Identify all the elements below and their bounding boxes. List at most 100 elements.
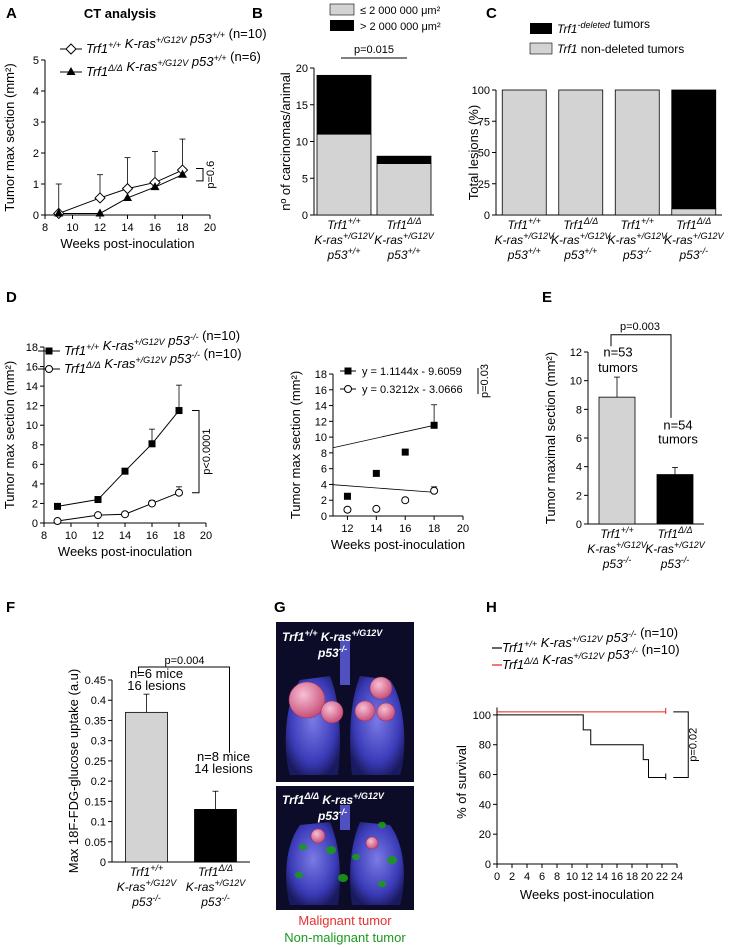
data-point [94, 192, 106, 204]
label-part: Trf1 [386, 218, 406, 232]
category-label: K-ras+/G12V [551, 231, 611, 247]
y-tick-label: 2 [33, 148, 39, 160]
label-part: p53 [167, 333, 190, 348]
series-line [58, 169, 183, 214]
label-part: K-ras [103, 338, 135, 353]
y-tick-label: 10 [570, 376, 582, 388]
label-part: K-ras [587, 542, 616, 556]
x-tick-label: 10 [66, 222, 78, 234]
label-part: K-ras [374, 233, 403, 247]
x-tick-label: 4 [524, 871, 530, 883]
x-tick-label: 8 [41, 530, 47, 542]
label-superscript: +/+ [641, 216, 654, 226]
category-label: p53-/- [678, 246, 708, 262]
y-tick-label: 2 [576, 490, 582, 502]
y-tick-label: 0 [302, 210, 308, 222]
label-part: K-ras [541, 635, 573, 650]
category-label: Trf1+/+ [130, 863, 163, 879]
significance-bracket [673, 711, 689, 779]
x-axis-label: Weeks post-inoculation [58, 544, 192, 559]
y-tick-label: 0.2 [91, 776, 106, 788]
data-point [121, 182, 134, 195]
category-label: p53-/- [131, 893, 161, 909]
y-tick-label: 16 [26, 362, 38, 374]
label-part: Trf1 [557, 22, 577, 36]
bar-segment [558, 89, 604, 216]
label-part: Trf1 [198, 865, 218, 879]
label-superscript: +/+ [584, 246, 597, 256]
y-axis-label: nº of carcinomas/animal [278, 72, 293, 211]
label-part: p53 [200, 895, 221, 909]
y-tick-label: 6 [321, 464, 327, 476]
label-part: K-ras [645, 542, 674, 556]
series-line [57, 492, 180, 522]
legend-nonmalignant: Non-malignant tumor [284, 930, 406, 945]
bar-segment [671, 208, 717, 216]
nonmalignant-nodule [352, 853, 360, 861]
label-part: p53 [507, 248, 528, 262]
label-part: p53 [386, 248, 407, 262]
data-point [148, 499, 156, 508]
label-part: Trf1 [621, 218, 641, 232]
y-tick-label: 0.3 [91, 736, 106, 748]
label-part: Trf1 [676, 218, 696, 232]
data-point [45, 347, 53, 355]
label-part: K-ras [314, 233, 343, 247]
y-tick-label: 14 [26, 381, 38, 393]
data-point [94, 511, 102, 520]
y-tick-label: 0 [33, 210, 39, 222]
malignant-nodule [288, 681, 326, 719]
y-tick-label: 18 [26, 342, 38, 354]
label-superscript: -/- [700, 246, 709, 256]
category-label: K-ras+/G12V [664, 231, 724, 247]
regression-line [332, 424, 438, 449]
y-tick-label: 4 [576, 462, 582, 474]
label-part: p53 [607, 647, 630, 662]
panel-label-f: F [6, 599, 15, 616]
label-superscript: -/- [681, 555, 690, 565]
y-tick-label: 4 [32, 479, 38, 491]
y-axis-label: Tumor maximal section (mm²) [543, 352, 558, 524]
label-part: Trf1 [327, 218, 347, 232]
y-tick-label: 100 [473, 710, 491, 722]
x-tick-label: 16 [399, 523, 411, 535]
p-value: p=0.015 [354, 44, 394, 56]
data-point [343, 492, 351, 500]
label-part: K-ras [542, 652, 574, 667]
category-label: Trf1+/+ [508, 216, 541, 232]
legend-label: Trf1Δ/Δ K-ras+/G12V p53-/- (n=10) [502, 642, 680, 672]
significance-bracket [192, 410, 200, 494]
label-part: p53 [605, 630, 628, 645]
category-label: p53+/+ [507, 246, 541, 262]
y-tick-label: 12 [26, 401, 38, 413]
nonmalignant-nodule [326, 846, 336, 854]
label-part: K-ras [126, 59, 158, 74]
label-superscript: Δ/Δ [677, 525, 693, 535]
label-superscript: Δ/Δ [583, 216, 599, 226]
nonmalignant-nodule [299, 843, 307, 851]
x-tick-label: 14 [119, 530, 131, 542]
label-part: p53 [191, 54, 214, 69]
bar-segment [501, 89, 547, 216]
x-tick-label: 18 [428, 523, 440, 535]
data-point [430, 421, 438, 429]
panel-d-right-chart: 0 2 4 6 8 10 12 14 16 18 12 14 16 18 20 Tumor max secti… [288, 364, 491, 552]
y-tick-label: 20 [296, 63, 308, 75]
data-point [343, 505, 352, 514]
x-tick-label: 18 [173, 530, 185, 542]
legend-label: Trf1+/+ K-ras+/G12V p53+/+ (n=10) [86, 26, 267, 56]
x-tick-label: 2 [509, 871, 515, 883]
label-superscript: +/+ [108, 40, 121, 50]
data-point [372, 469, 380, 477]
lung-silhouette-bottom [286, 805, 404, 905]
legend-label: Trf1-deleted tumors [557, 17, 650, 36]
label-part: K-ras [117, 880, 146, 894]
malignant-nodules-top [288, 676, 396, 724]
y-tick-label: 0.4 [91, 695, 106, 707]
category-label: K-ras+/G12V [495, 231, 555, 247]
label-superscript: +/G12V [157, 58, 189, 68]
legend-malignant: Malignant tumor [298, 913, 392, 928]
x-axis-label: Weeks post-inoculation [520, 887, 654, 902]
